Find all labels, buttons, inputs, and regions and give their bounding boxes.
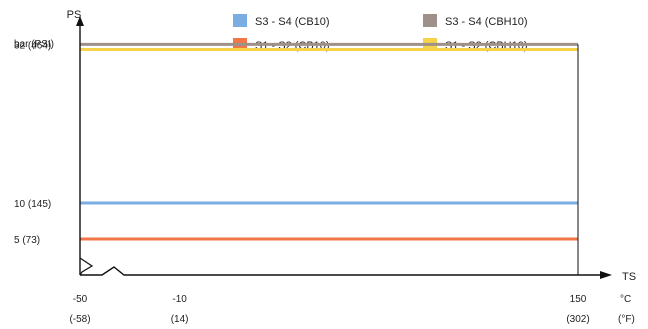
y-axis-title: PS: [67, 9, 82, 21]
legend-swatch-0: [233, 14, 247, 27]
y-tick-label-1: 10 (145): [14, 199, 51, 210]
legend-label-0: S3 - S4 (CB10): [255, 16, 330, 28]
legend: S3 - S4 (CB10)S1 - S2 (CB10)S3 - S4 (CBH…: [233, 14, 528, 52]
axes: PS bar (PSI) TS °C (°F): [14, 9, 636, 325]
y-tick-label-0: 32 (464): [14, 40, 51, 51]
legend-swatch-2: [423, 14, 437, 27]
series-layer: [80, 42, 578, 241]
legend-label-2: S3 - S4 (CBH10): [445, 16, 528, 28]
x-tick-label-c-0: -50: [73, 294, 88, 305]
x-axis-line: [80, 266, 600, 276]
x-axis-arrow: [600, 271, 612, 279]
x-tick-label-f-0: (-58): [69, 314, 90, 325]
x-tick-label-f-1: (14): [171, 314, 189, 325]
y-tick-label-2: 5 (73): [14, 235, 40, 246]
x-axis-title: TS: [622, 271, 636, 283]
y-axis-unit-label: bar (PSI): [14, 39, 54, 50]
x-tick-label-c-1: -10: [172, 294, 187, 305]
y-axis-arrow: [76, 16, 84, 26]
x-axis-unit-f: (°F): [618, 314, 635, 325]
x-tick-label-c-2: 150: [570, 294, 587, 305]
x-axis-unit-c: °C: [620, 294, 631, 305]
tick-labels: 32 (464) 10 (145) 5 (73) -50 (-58) -10 (14) 150…: [14, 40, 590, 325]
x-tick-label-f-2: (302): [566, 314, 589, 325]
y-axis-break: [79, 257, 94, 276]
